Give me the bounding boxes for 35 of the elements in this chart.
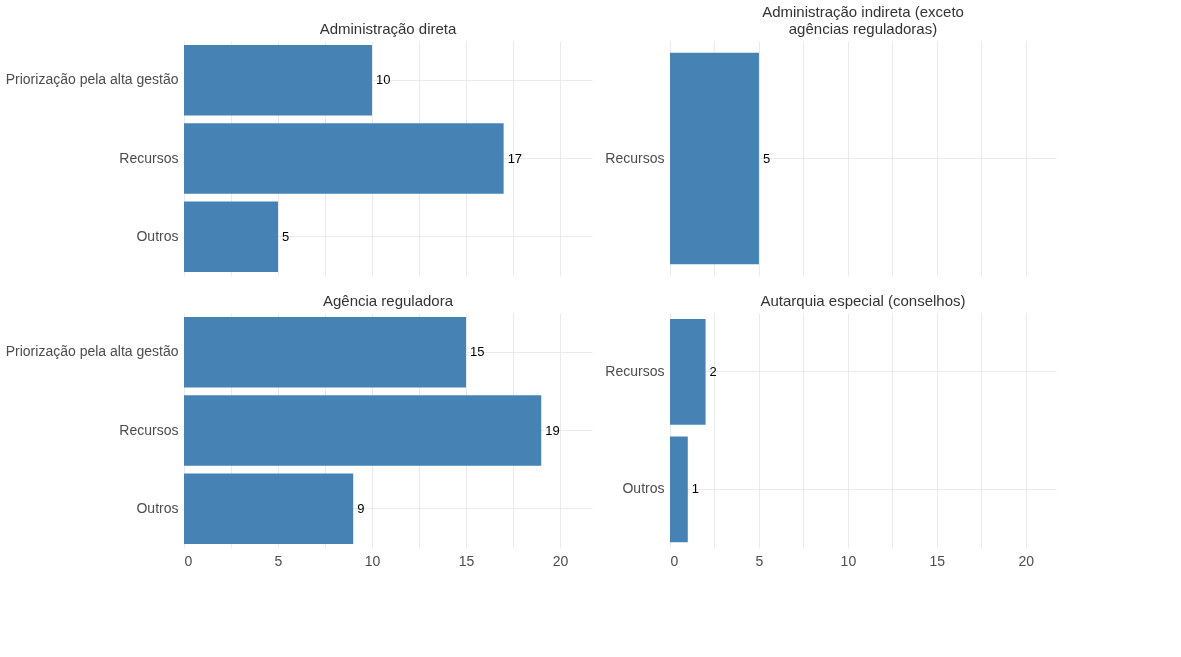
x-tick-label: 5 (274, 552, 283, 569)
data-label: 9 (357, 500, 365, 516)
bar (184, 395, 542, 466)
x-tick-label: 15 (458, 552, 475, 569)
x-tick-label: 5 (755, 552, 764, 569)
x-tick-label: 20 (552, 552, 569, 569)
data-label: 5 (282, 228, 290, 244)
x-tick-label: 0 (184, 552, 193, 569)
data-label: 10 (376, 72, 391, 88)
y-tick-label: Outros (136, 227, 179, 244)
chart-title: Administração direta (319, 20, 458, 37)
data-label: 19 (545, 422, 560, 438)
bar (184, 316, 467, 388)
x-tick-label: 15 (929, 552, 946, 569)
data-label: 5 (762, 150, 771, 166)
data-label: 2 (709, 363, 717, 379)
y-tick-label: Recursos (605, 149, 665, 166)
chart-title: Agência reguladora (322, 292, 454, 309)
data-label: 17 (507, 150, 523, 166)
data-label: 15 (470, 344, 485, 360)
y-tick-label: Recursos (605, 362, 665, 379)
x-tick-label: 20 (1018, 552, 1035, 569)
y-tick-label: Outros (622, 480, 665, 497)
y-tick-label: Recursos (119, 149, 179, 166)
data-label: 1 (691, 481, 700, 497)
bar (184, 473, 354, 545)
y-tick-label: Outros (136, 499, 179, 516)
x-tick-label: 10 (364, 552, 381, 569)
y-tick-label: Priorização pela alta gestão (5, 71, 179, 88)
chart-title: Autarquia especial (conselhos) (760, 292, 966, 309)
y-tick-label: Priorização pela alta gestão (5, 343, 179, 360)
chart-title: Administração indireta (exceto agências reguladoras) (762, 3, 964, 37)
x-tick-label: 10 (840, 552, 857, 569)
y-tick-label: Recursos (119, 421, 179, 438)
x-tick-label: 0 (670, 552, 679, 569)
